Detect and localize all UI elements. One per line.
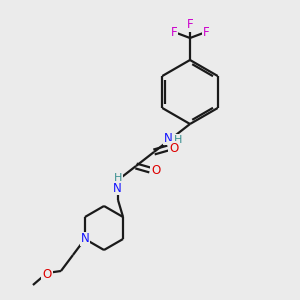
Text: O: O (152, 164, 160, 176)
Text: F: F (171, 26, 177, 38)
Text: F: F (203, 26, 209, 38)
Text: O: O (169, 142, 178, 154)
Text: N: N (112, 182, 122, 194)
Text: H: H (174, 135, 182, 145)
Text: F: F (187, 19, 193, 32)
Text: N: N (81, 232, 89, 245)
Text: H: H (114, 173, 122, 183)
Text: N: N (164, 131, 172, 145)
Text: O: O (42, 268, 52, 281)
